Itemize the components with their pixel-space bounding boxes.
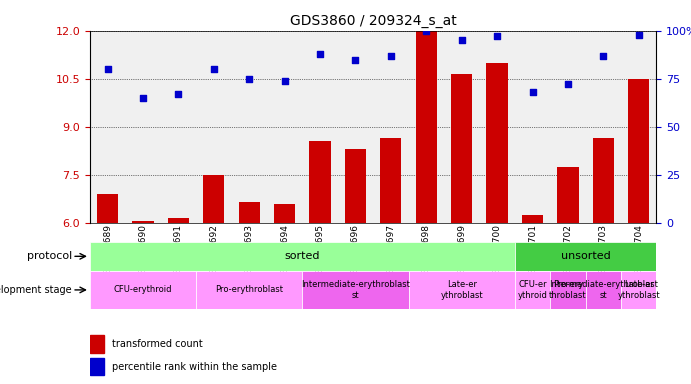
Title: GDS3860 / 209324_s_at: GDS3860 / 209324_s_at: [290, 14, 457, 28]
Text: Intermediate-erythroblast
st: Intermediate-erythroblast st: [301, 280, 410, 300]
FancyBboxPatch shape: [90, 271, 196, 309]
Point: [102, 66, 113, 72]
Bar: [628, 79, 650, 384]
FancyBboxPatch shape: [515, 242, 656, 271]
Point: [244, 76, 255, 82]
Point: [421, 28, 432, 34]
Point: [208, 66, 219, 72]
Bar: [522, 215, 543, 384]
Text: CFU-erythroid: CFU-erythroid: [114, 285, 172, 295]
Bar: [238, 202, 260, 384]
Bar: [380, 138, 401, 384]
Point: [633, 31, 644, 38]
Text: Late-er
ythroblast: Late-er ythroblast: [440, 280, 483, 300]
FancyBboxPatch shape: [585, 271, 621, 309]
Text: transformed count: transformed count: [113, 339, 203, 349]
Point: [386, 53, 397, 59]
FancyBboxPatch shape: [90, 242, 515, 271]
Point: [527, 89, 538, 95]
Text: Intermediate-erythroblast
st: Intermediate-erythroblast st: [549, 280, 658, 300]
FancyBboxPatch shape: [196, 271, 302, 309]
Point: [456, 37, 467, 43]
Bar: [557, 167, 578, 384]
Point: [173, 91, 184, 97]
FancyBboxPatch shape: [621, 271, 656, 309]
Point: [279, 78, 290, 84]
Text: unsorted: unsorted: [561, 251, 610, 262]
Bar: [451, 74, 472, 384]
Bar: [310, 141, 330, 384]
FancyBboxPatch shape: [550, 271, 585, 309]
Text: percentile rank within the sample: percentile rank within the sample: [113, 362, 278, 372]
Bar: [168, 218, 189, 384]
Bar: [203, 175, 225, 384]
Bar: [274, 204, 295, 384]
Point: [314, 51, 325, 57]
Text: Late-er
ythroblast: Late-er ythroblast: [618, 280, 660, 300]
Point: [491, 33, 502, 40]
Text: development stage: development stage: [0, 285, 72, 295]
Text: protocol: protocol: [27, 251, 72, 262]
Text: CFU-er
ythroid: CFU-er ythroid: [518, 280, 547, 300]
Bar: [486, 63, 508, 384]
Bar: [593, 138, 614, 384]
Point: [350, 56, 361, 63]
FancyBboxPatch shape: [408, 271, 515, 309]
Text: Pro-erythroblast: Pro-erythroblast: [215, 285, 283, 295]
Bar: [90, 335, 104, 353]
FancyBboxPatch shape: [302, 271, 408, 309]
Point: [562, 81, 574, 88]
Bar: [90, 358, 104, 375]
Bar: [97, 194, 118, 384]
Text: sorted: sorted: [285, 251, 320, 262]
Point: [138, 95, 149, 101]
FancyBboxPatch shape: [515, 271, 550, 309]
Point: [598, 53, 609, 59]
Bar: [132, 221, 153, 384]
Text: Pro-ery
throblast: Pro-ery throblast: [549, 280, 587, 300]
Bar: [415, 31, 437, 384]
Bar: [345, 149, 366, 384]
